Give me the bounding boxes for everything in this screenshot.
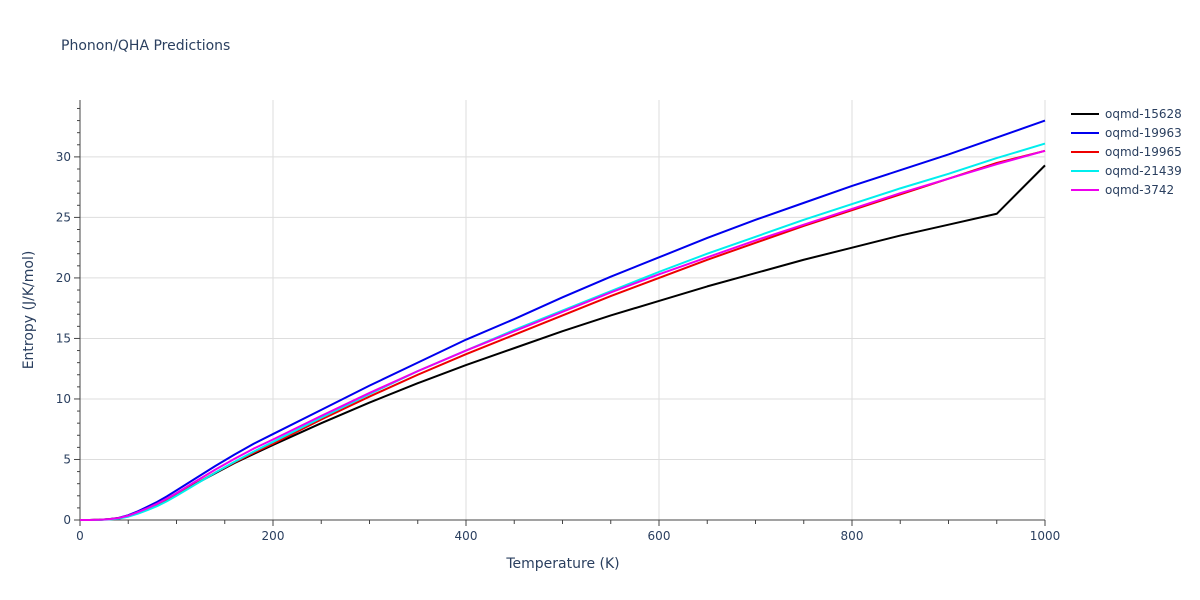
legend-label: oqmd-3742: [1105, 183, 1174, 197]
legend-label: oqmd-19963: [1105, 126, 1182, 140]
x-tick-label: 200: [262, 529, 285, 543]
axes: 0 200 400 600 800 1000 0 5 10 15 20 25 30: [56, 100, 1061, 543]
y-tick-label: 0: [63, 513, 71, 527]
y-tick-label: 20: [56, 271, 71, 285]
legend-item-oqmd-19963[interactable]: oqmd-19963: [1071, 126, 1182, 140]
x-tick-label: 800: [841, 529, 864, 543]
y-tick-label: 10: [56, 392, 71, 406]
y-tick-label: 30: [56, 150, 71, 164]
legend-label: oqmd-21439: [1105, 164, 1182, 178]
y-axis-title: Entropy (J/K/mol): [21, 251, 37, 370]
legend-label: oqmd-15628: [1105, 107, 1182, 121]
plot-area: [80, 119, 1046, 521]
legend: oqmd-15628 oqmd-19963 oqmd-19965 oqmd-21439…: [1071, 107, 1182, 197]
series-line-oqmd-3742: [80, 149, 1046, 521]
x-tick-label: 600: [648, 529, 671, 543]
legend-item-oqmd-21439[interactable]: oqmd-21439: [1071, 164, 1182, 178]
y-tick-label: 25: [56, 210, 71, 224]
series-line-oqmd-19963: [80, 119, 1046, 521]
series-line-oqmd-21439: [80, 142, 1046, 521]
legend-item-oqmd-15628[interactable]: oqmd-15628: [1071, 107, 1182, 121]
x-axis-title: Temperature (K): [505, 556, 619, 572]
x-tick-label: 0: [76, 529, 84, 543]
y-tick-label: 5: [63, 452, 71, 466]
legend-label: oqmd-19965: [1105, 145, 1182, 159]
legend-item-oqmd-3742[interactable]: oqmd-3742: [1071, 183, 1174, 197]
y-tick-label: 15: [56, 331, 71, 345]
x-tick-label: 400: [455, 529, 478, 543]
x-tick-label: 1000: [1030, 529, 1061, 543]
legend-item-oqmd-19965[interactable]: oqmd-19965: [1071, 145, 1182, 159]
chart-title: Phonon/QHA Predictions: [61, 38, 230, 54]
